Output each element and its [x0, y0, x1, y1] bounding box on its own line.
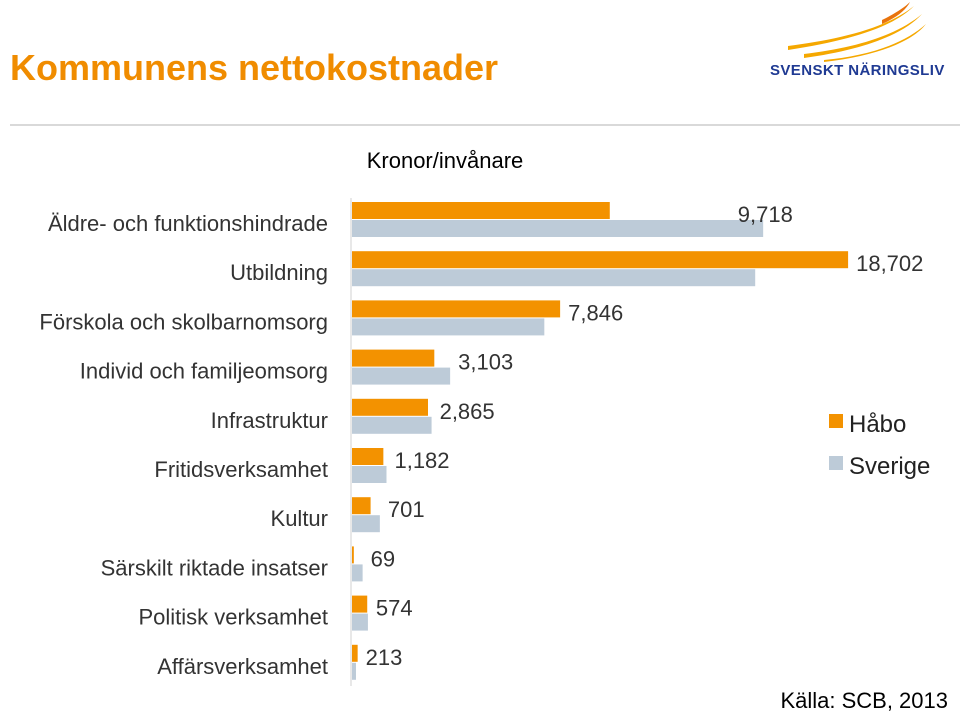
svenskt-naringsliv-logo: SVENSKT NÄRINGSLIV	[764, 0, 960, 92]
legend-swatch-håbo	[829, 414, 843, 428]
category-label: Särskilt riktade insatser	[101, 555, 328, 580]
bar-sverige	[352, 318, 545, 336]
data-label: 18,702	[856, 251, 923, 276]
bar-håbo	[352, 349, 435, 367]
bar-sverige	[352, 564, 363, 582]
category-label: Infrastruktur	[211, 408, 328, 433]
bar-håbo	[352, 251, 849, 269]
category-label: Utbildning	[230, 260, 328, 285]
bar-sverige	[352, 515, 380, 533]
bar-sverige	[352, 367, 451, 385]
category-label: Fritidsverksamhet	[154, 457, 328, 482]
bar-sverige	[352, 662, 356, 680]
data-label: 574	[376, 596, 413, 621]
bar-sverige	[352, 220, 764, 237]
data-label: 1,182	[394, 448, 449, 473]
bar-sverige	[352, 416, 432, 434]
bar-håbo	[352, 497, 371, 515]
bar-håbo	[352, 546, 354, 564]
category-label: Individ och familjeomsorg	[80, 359, 328, 384]
bar-håbo	[352, 202, 610, 219]
category-label: Affärsverksamhet	[157, 654, 328, 679]
bar-håbo	[352, 595, 368, 613]
chart-subtitle: Kronor/invånare	[367, 148, 524, 173]
bar-sverige	[352, 613, 368, 631]
data-label: 3,103	[458, 350, 513, 375]
legend-label: Håbo	[849, 411, 906, 438]
logo-swoosh-icon	[788, 2, 926, 62]
bar-sverige	[352, 269, 756, 287]
bar-håbo	[352, 644, 358, 662]
logo-text: SVENSKT NÄRINGSLIV	[770, 62, 945, 79]
title-divider	[10, 124, 960, 126]
data-label: 9,718	[738, 202, 793, 227]
category-label: Äldre- och funktionshindrade	[48, 211, 328, 236]
category-label: Kultur	[271, 506, 328, 531]
data-label: 69	[371, 546, 395, 571]
data-label: 213	[366, 645, 403, 670]
category-label: Förskola och skolbarnomsorg	[39, 309, 328, 334]
legend-label: Sverige	[849, 453, 930, 480]
legend-swatch-sverige	[829, 456, 843, 470]
bar-håbo	[352, 448, 384, 465]
bar-håbo	[352, 300, 561, 318]
data-label: 7,846	[568, 300, 623, 325]
bar-sverige	[352, 466, 387, 483]
bar-håbo	[352, 398, 428, 416]
category-label: Politisk verksamhet	[138, 605, 328, 630]
page-title: Kommunens nettokostnader	[10, 47, 499, 88]
data-label: 2,865	[440, 399, 495, 424]
legend: Håbo Sverige	[829, 411, 930, 480]
data-label: 701	[388, 497, 425, 522]
source-note: Källa: SCB, 2013	[780, 688, 948, 713]
